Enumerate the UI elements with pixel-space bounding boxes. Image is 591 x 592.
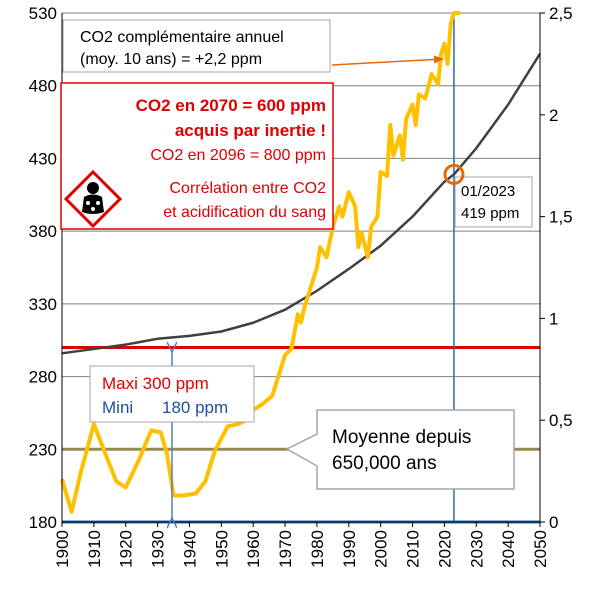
y-left-tick-label: 430 xyxy=(29,149,57,168)
y-left-tick-label: 480 xyxy=(29,77,57,96)
y-right-tick-label: 1 xyxy=(549,309,558,328)
co2-ppm-line xyxy=(61,53,542,355)
y-left-tick-label: 280 xyxy=(29,368,57,387)
x-tick-label: 1980 xyxy=(308,530,327,568)
y-right-tick-label: 2 xyxy=(549,106,558,125)
x-tick-label: 2030 xyxy=(467,530,486,568)
x-tick-label: 1930 xyxy=(149,530,168,568)
x-tick-label: 1940 xyxy=(180,530,199,568)
y-right-tick-label: 0 xyxy=(549,513,558,532)
x-tick-label: 1920 xyxy=(117,530,136,568)
y-right-tick-label: 2,5 xyxy=(549,4,573,23)
y-left-tick-label: 230 xyxy=(29,440,57,459)
x-tick-label: 2010 xyxy=(404,530,423,568)
x-tick-label: 1970 xyxy=(276,530,295,568)
x-tick-label: 1950 xyxy=(212,530,231,568)
y-left-tick-label: 180 xyxy=(29,513,57,532)
x-tick-label: 1900 xyxy=(53,530,72,568)
x-tick-label: 1960 xyxy=(244,530,263,568)
annual-line-1: CO2 complémentaire annuel xyxy=(80,29,284,46)
mini-value: 180 ppm xyxy=(162,398,228,417)
box-2070: CO2 en 2070 = 600 ppm xyxy=(136,96,326,115)
x-tick-label: 2000 xyxy=(372,530,391,568)
y-right-tick-label: 1,5 xyxy=(549,208,573,227)
annual-arrow xyxy=(331,55,444,66)
alert-box: CO2 en 2070 = 600 ppm acquis par inertie… xyxy=(60,82,334,230)
x-tick-label: 1910 xyxy=(85,530,104,568)
marker-label: 01/2023 419 ppm xyxy=(454,176,533,228)
maxi-mini-annotation: Maxi 300 ppm Mini 180 ppm xyxy=(89,352,255,518)
axes: 180 230 280 330 380 430 480 530 0 0,5 1 1,5 2 2,5 1900… xyxy=(29,4,573,568)
hazard-icon xyxy=(63,169,123,229)
annual-co2-annotation: CO2 complémentaire annuel (moy. 10 ans) … xyxy=(62,19,444,73)
marker-circle xyxy=(443,163,465,185)
x-tick-label: 2020 xyxy=(435,530,454,568)
marker-2023 xyxy=(443,163,465,185)
x-tick-label: 2050 xyxy=(531,530,550,568)
annual-line-2: (moy. 10 ans) = +2,2 ppm xyxy=(80,51,262,68)
y-left-tick-label: 330 xyxy=(29,295,57,314)
maxi-label: Maxi 300 ppm xyxy=(102,374,209,393)
corr-line-1: Corrélation entre CO2 xyxy=(169,180,326,197)
y-right-tick-label: 0,5 xyxy=(549,411,573,430)
mean-line-2: 650,000 ans xyxy=(332,453,437,474)
mean-line-1: Moyenne depuis xyxy=(332,427,471,448)
x-tick-label: 2040 xyxy=(499,530,518,568)
mini-label: Mini xyxy=(102,398,133,417)
box-inertia: acquis par inertie ! xyxy=(175,121,326,140)
box-2096: CO2 en 2096 = 800 ppm xyxy=(150,147,326,164)
mean-callout: Moyenne depuis 650,000 ans xyxy=(285,409,515,490)
marker-value: 419 ppm xyxy=(461,205,519,222)
x-tick-label: 1990 xyxy=(340,530,359,568)
marker-date: 01/2023 xyxy=(461,183,515,200)
y-left-tick-label: 380 xyxy=(29,222,57,241)
corr-line-2: et acidification du sang xyxy=(163,204,326,221)
y-left-tick-label: 530 xyxy=(29,4,57,23)
